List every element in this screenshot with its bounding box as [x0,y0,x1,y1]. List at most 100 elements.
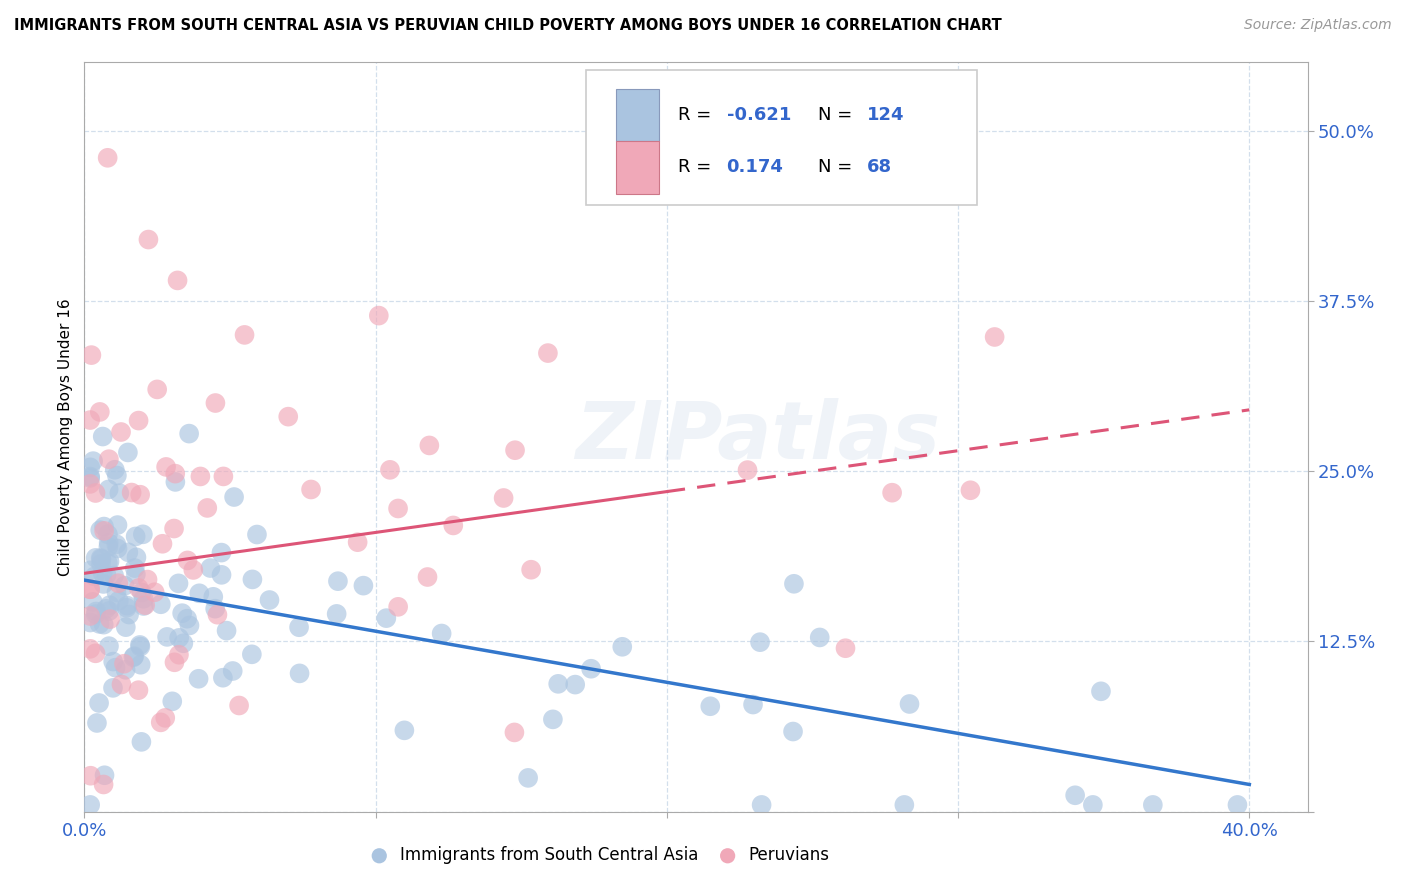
Point [103,568,125,582]
Point [212,469,235,483]
Point [162,694,184,708]
Point [104,660,127,674]
Point [79,582,101,597]
Point [97,527,120,541]
Point [79,413,101,427]
Point [90,552,112,566]
Point [204,396,226,410]
Point [288,666,311,681]
Point [783,576,806,591]
Point [90,557,112,571]
Point [79,609,101,624]
Point [146,383,169,397]
Point [188,586,211,600]
Point [138,233,160,247]
Text: N =: N = [818,159,858,177]
Point [105,468,128,483]
Text: 124: 124 [868,106,904,124]
Text: IMMIGRANTS FROM SOUTH CENTRAL ASIA VS PERUVIAN CHILD POVERTY AMONG BOYS UNDER 16: IMMIGRANTS FROM SOUTH CENTRAL ASIA VS PE… [14,18,1002,33]
Point [202,590,225,604]
Point [352,579,374,593]
Point [163,522,186,536]
Point [1090,684,1112,698]
Point [91,429,114,443]
Point [127,683,149,698]
Point [108,486,131,500]
Point [612,640,634,654]
Point [125,567,148,582]
Point [124,561,146,575]
Text: 0.174: 0.174 [727,159,783,177]
Point [547,677,569,691]
Point [129,488,152,502]
FancyBboxPatch shape [586,70,977,205]
Point [893,797,915,812]
Point [503,725,526,739]
Point [93,524,115,538]
Point [375,611,398,625]
Point [983,330,1005,344]
Point [107,518,129,533]
Point [155,711,177,725]
Point [749,635,772,649]
Point [277,409,299,424]
Point [82,595,104,609]
Point [132,599,155,613]
Point [98,554,121,568]
Point [79,797,101,812]
Point [387,599,409,614]
Point [156,630,179,644]
Point [107,541,129,556]
Point [117,445,139,459]
Text: N =: N = [818,106,858,124]
Point [93,519,115,533]
Point [222,490,245,504]
Point [149,597,172,611]
Point [105,537,128,551]
Point [503,443,526,458]
Point [176,612,198,626]
Text: -0.621: -0.621 [727,106,792,124]
Point [84,486,107,500]
Point [898,697,921,711]
Point [84,646,107,660]
Point [83,569,105,583]
Point [187,672,209,686]
Point [782,724,804,739]
Point [325,607,347,621]
Point [240,648,263,662]
Point [882,485,904,500]
Point [259,593,281,607]
Point [246,527,269,541]
Text: 68: 68 [868,159,893,177]
Point [79,471,101,485]
Point [121,485,143,500]
Point [98,639,121,653]
Point [326,574,349,589]
Point [89,616,111,631]
Point [233,327,256,342]
Point [959,483,981,498]
Point [117,545,139,559]
Point [131,585,153,599]
Point [132,591,155,606]
Point [86,715,108,730]
Point [97,452,120,467]
Point [378,463,401,477]
Point [167,576,190,591]
Text: R =: R = [678,106,717,124]
Legend: Immigrants from South Central Asia, Peruvians: Immigrants from South Central Asia, Peru… [360,839,837,871]
Point [152,537,174,551]
Text: R =: R = [678,159,717,177]
Point [699,699,721,714]
Point [79,582,101,597]
Point [118,607,141,622]
Point [215,624,238,638]
Point [204,601,226,615]
Point [105,585,128,599]
Text: Source: ZipAtlas.com: Source: ZipAtlas.com [1244,18,1392,32]
Point [79,615,101,630]
Point [104,463,127,477]
Point [89,405,111,419]
Point [79,769,101,783]
